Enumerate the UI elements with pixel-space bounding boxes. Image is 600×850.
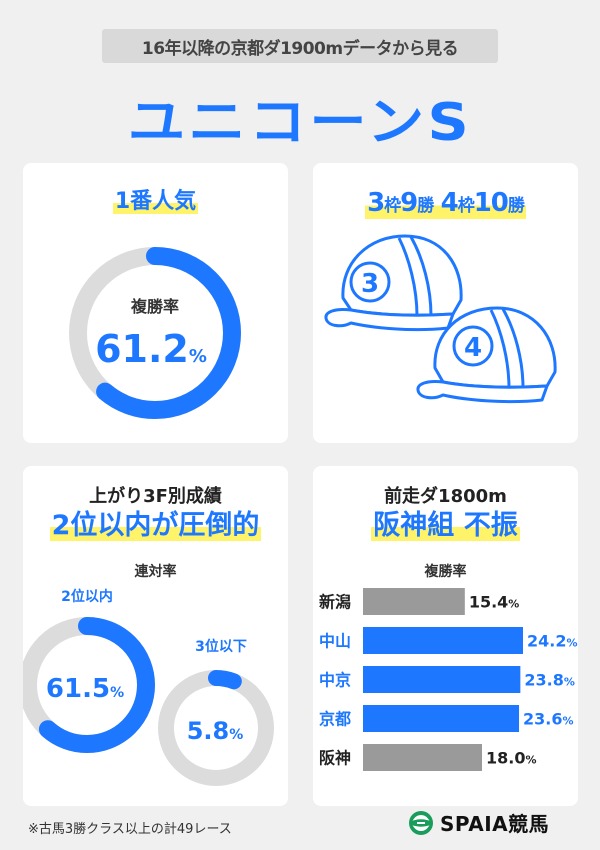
- bar-category-label: 阪神: [319, 749, 351, 768]
- bar: [363, 705, 520, 732]
- panel-gate-heading: 3枠9勝 4枠10勝: [365, 188, 526, 219]
- ring-1-label: 2位以内: [61, 588, 113, 605]
- agari-metric-label: 連対率: [134, 564, 177, 580]
- bar-value-label: 23.8%: [524, 671, 575, 690]
- cap-3-icon: [324, 234, 463, 332]
- spaia-logo-icon: [409, 810, 433, 835]
- panel-agari: 上がり3F別成績 2位以内が圧倒的 連対率 2位以内 61.5% 3位以下 5.…: [23, 466, 288, 806]
- page-title: ユニコーンS: [127, 93, 473, 153]
- subtitle-banner: 16年以降の京都ダ1900mデータから見る: [102, 29, 498, 63]
- ring-1-progress: [23, 617, 155, 753]
- cap-4-number: 4: [464, 333, 482, 363]
- panel-favorite: 1番人気 複勝率 61.2%: [23, 163, 288, 443]
- ring-2-progress: [158, 670, 274, 786]
- footnote: ※古馬3勝クラス以上の計49レース: [28, 822, 232, 837]
- panel-prev-heading-1: 前走ダ1800m: [384, 486, 507, 507]
- favorite-value: 61.2%: [95, 327, 207, 371]
- ring-2-value: 5.8%: [187, 717, 244, 745]
- cap-3-number: 3: [361, 269, 379, 299]
- spaia-logo: SPAIA競馬: [408, 808, 549, 837]
- prev-race-bar-chart: 新潟 15.4% 中山 24.2% 中京 23.8% 京都 23.6% 阪神 18.0%: [319, 588, 578, 771]
- favorite-ring-chart: 複勝率 61.2%: [69, 247, 241, 419]
- bar: [363, 744, 483, 771]
- bar: [363, 666, 521, 693]
- favorite-metric-label: 複勝率: [130, 297, 179, 316]
- agari-rings-chart: 2位以内 61.5% 3位以下 5.8%: [23, 588, 274, 786]
- ring-1-value: 61.5%: [46, 674, 124, 704]
- bar-category-label: 中京: [319, 671, 351, 690]
- ring-2-label: 3位以下: [195, 638, 247, 655]
- panel-gate: 3枠9勝 4枠10勝 3 4: [313, 163, 578, 443]
- bar-value-label: 18.0%: [486, 749, 537, 768]
- panel-prev-heading-2: 阪神組 不振: [371, 510, 520, 542]
- panel-agari-heading-1: 上がり3F別成績: [89, 486, 222, 507]
- prev-metric-label: 複勝率: [424, 564, 467, 580]
- bar: [363, 588, 465, 615]
- bar-value-label: 24.2%: [527, 632, 578, 651]
- favorite-ring-progress: [69, 247, 241, 419]
- bar-value-label: 15.4%: [469, 593, 520, 612]
- helmet-caps-illustration: 3 4: [324, 234, 557, 404]
- bar-value-label: 23.6%: [523, 710, 574, 729]
- panel-favorite-heading: 1番人気: [112, 189, 199, 215]
- bar-category-label: 中山: [319, 632, 351, 651]
- panel-agari-heading-2: 2位以内が圧倒的: [49, 510, 262, 542]
- spaia-logo-text: SPAIA競馬: [440, 812, 550, 836]
- panel-prev-race: 前走ダ1800m 阪神組 不振 複勝率 新潟 15.4% 中山 24.2% 中京 23.8…: [313, 466, 578, 806]
- bar: [363, 627, 523, 654]
- bar-category-label: 京都: [319, 710, 351, 729]
- cap-4-icon: [416, 306, 557, 404]
- bar-category-label: 新潟: [319, 593, 351, 612]
